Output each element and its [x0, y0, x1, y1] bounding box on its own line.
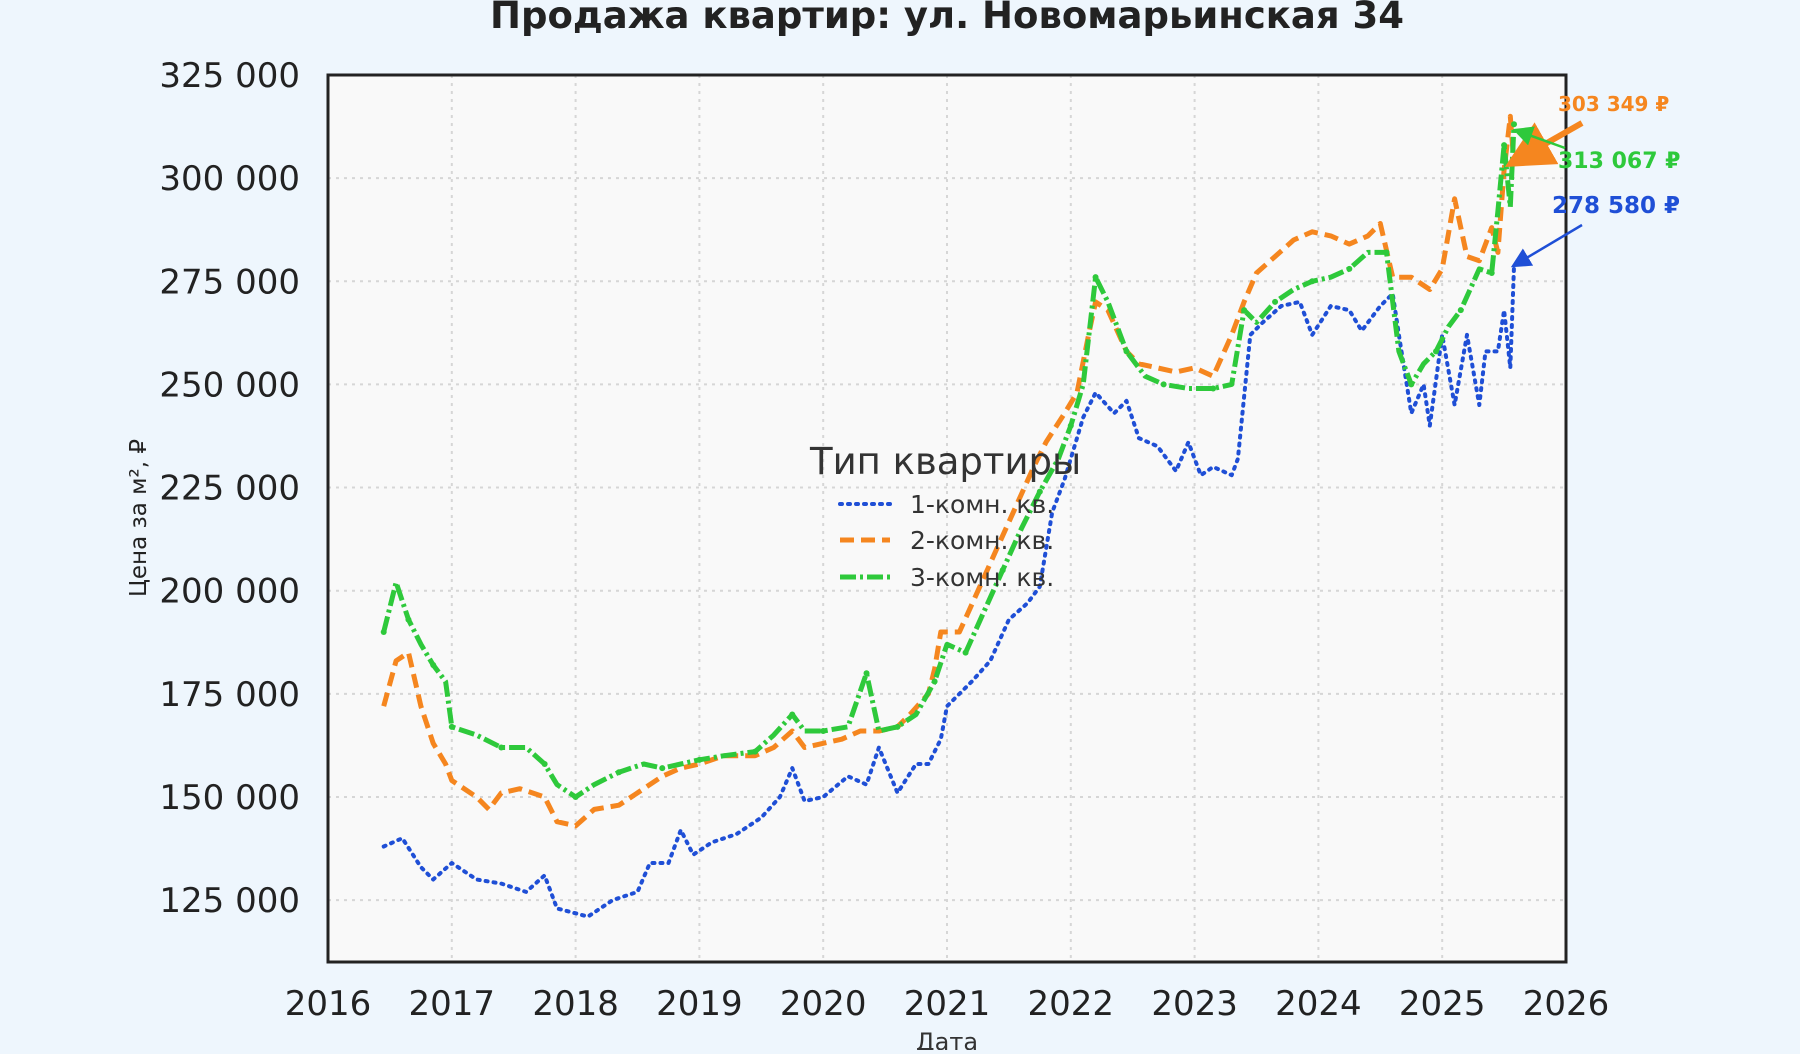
y-tick-label: 225 000 — [159, 469, 300, 509]
series-point-3room — [1067, 422, 1074, 429]
y-tick-label: 300 000 — [159, 159, 300, 199]
series-point-3room — [863, 670, 870, 677]
annotation-arrow-3room — [1512, 126, 1566, 150]
series-point-3room — [931, 678, 938, 685]
y-tick-label: 250 000 — [159, 365, 300, 405]
series-point-3room — [1488, 270, 1495, 277]
series-point-3room — [448, 723, 455, 730]
x-tick-label: 2017 — [409, 984, 496, 1024]
series-point-3room — [1309, 278, 1316, 285]
series-point-3room — [1408, 381, 1415, 388]
series-point-3room — [1501, 142, 1508, 149]
series-point-3room — [1123, 348, 1130, 355]
x-axis-ticks: 2016 2017 2018 2019 2020 2021 2022 2023 2024 2025… — [285, 984, 1610, 1024]
series-point-3room — [430, 661, 437, 668]
series-point-3room — [1346, 265, 1353, 272]
legend-label-2room: 2-комн. кв. — [910, 526, 1054, 555]
series-point-3room — [1433, 348, 1440, 355]
annotation-label-1room: 278 580 ₽ — [1552, 193, 1680, 219]
series-point-3room — [789, 711, 796, 718]
annotations: 303 349 ₽ 313 067 ₽ 278 580 ₽ — [1504, 92, 1680, 268]
series-point-3room — [1272, 298, 1279, 305]
y-tick-label: 150 000 — [159, 778, 300, 818]
y-tick-label: 175 000 — [159, 675, 300, 715]
series-point-3room — [894, 723, 901, 730]
series-point-3room — [572, 793, 579, 800]
annotation-label-3room: 313 067 ₽ — [1558, 149, 1680, 174]
x-tick-label: 2026 — [1523, 984, 1610, 1024]
chart-title: Продажа квартир: ул. Новомарьинская 34 — [490, 0, 1404, 37]
legend-label-1room: 1-комн. кв. — [910, 490, 1054, 519]
x-axis-label: Дата — [916, 1028, 978, 1050]
annotation-arrow-1room — [1510, 223, 1583, 268]
y-tick-label: 125 000 — [159, 881, 300, 921]
series-point-3room — [659, 765, 666, 772]
series-point-3room — [820, 727, 827, 734]
x-tick-label: 2023 — [1151, 984, 1238, 1024]
x-tick-label: 2024 — [1275, 984, 1362, 1024]
series-line-2room — [381, 113, 1517, 829]
series-layer — [380, 113, 1518, 919]
x-tick-label: 2022 — [1028, 984, 1115, 1024]
plot-frame — [326, 73, 1568, 964]
series-point-3room — [696, 756, 703, 763]
x-tick-label: 2021 — [904, 984, 991, 1024]
series-point-3room — [1160, 381, 1167, 388]
grid — [328, 75, 1566, 962]
legend: Тип квартиры 1-комн. кв. 2-комн. кв. 3-к… — [809, 440, 1081, 592]
x-tick-label: 2025 — [1399, 984, 1486, 1024]
x-tick-label: 2019 — [656, 984, 743, 1024]
series-point-3room — [1092, 274, 1099, 281]
series-point-3room — [1241, 307, 1248, 314]
y-tick-label: 275 000 — [159, 262, 300, 302]
series-point-3room — [615, 769, 622, 776]
legend-title: Тип квартиры — [809, 440, 1081, 483]
series-point-3room — [380, 628, 387, 635]
legend-label-3room: 3-комн. кв. — [910, 563, 1054, 592]
series-point-3room — [752, 748, 759, 755]
x-tick-label: 2018 — [532, 984, 619, 1024]
plot-area — [328, 75, 1566, 962]
y-tick-label: 325 000 — [159, 56, 300, 96]
y-tick-label: 200 000 — [159, 572, 300, 612]
y-axis-ticks: 125 000 150 000 175 000 200 000 225 000 250 0… — [159, 56, 300, 921]
series-point-3room — [405, 616, 412, 623]
series-point-3room — [1383, 249, 1390, 256]
x-tick-label: 2016 — [285, 984, 372, 1024]
series-point-3room — [498, 744, 505, 751]
series-point-3room — [1511, 121, 1518, 128]
y-axis-label: Цена за м², ₽ — [126, 439, 152, 597]
series-point-3room — [541, 760, 548, 767]
annotation-arrow-2room — [1504, 120, 1584, 167]
series-point-3room — [1210, 385, 1217, 392]
series-point-3room — [1457, 307, 1464, 314]
series-point-3room — [999, 567, 1006, 574]
series-point-3room — [1036, 488, 1043, 495]
annotation-label-2room: 303 349 ₽ — [1558, 92, 1669, 116]
series-point-3room — [962, 649, 969, 656]
x-tick-label: 2020 — [780, 984, 867, 1024]
